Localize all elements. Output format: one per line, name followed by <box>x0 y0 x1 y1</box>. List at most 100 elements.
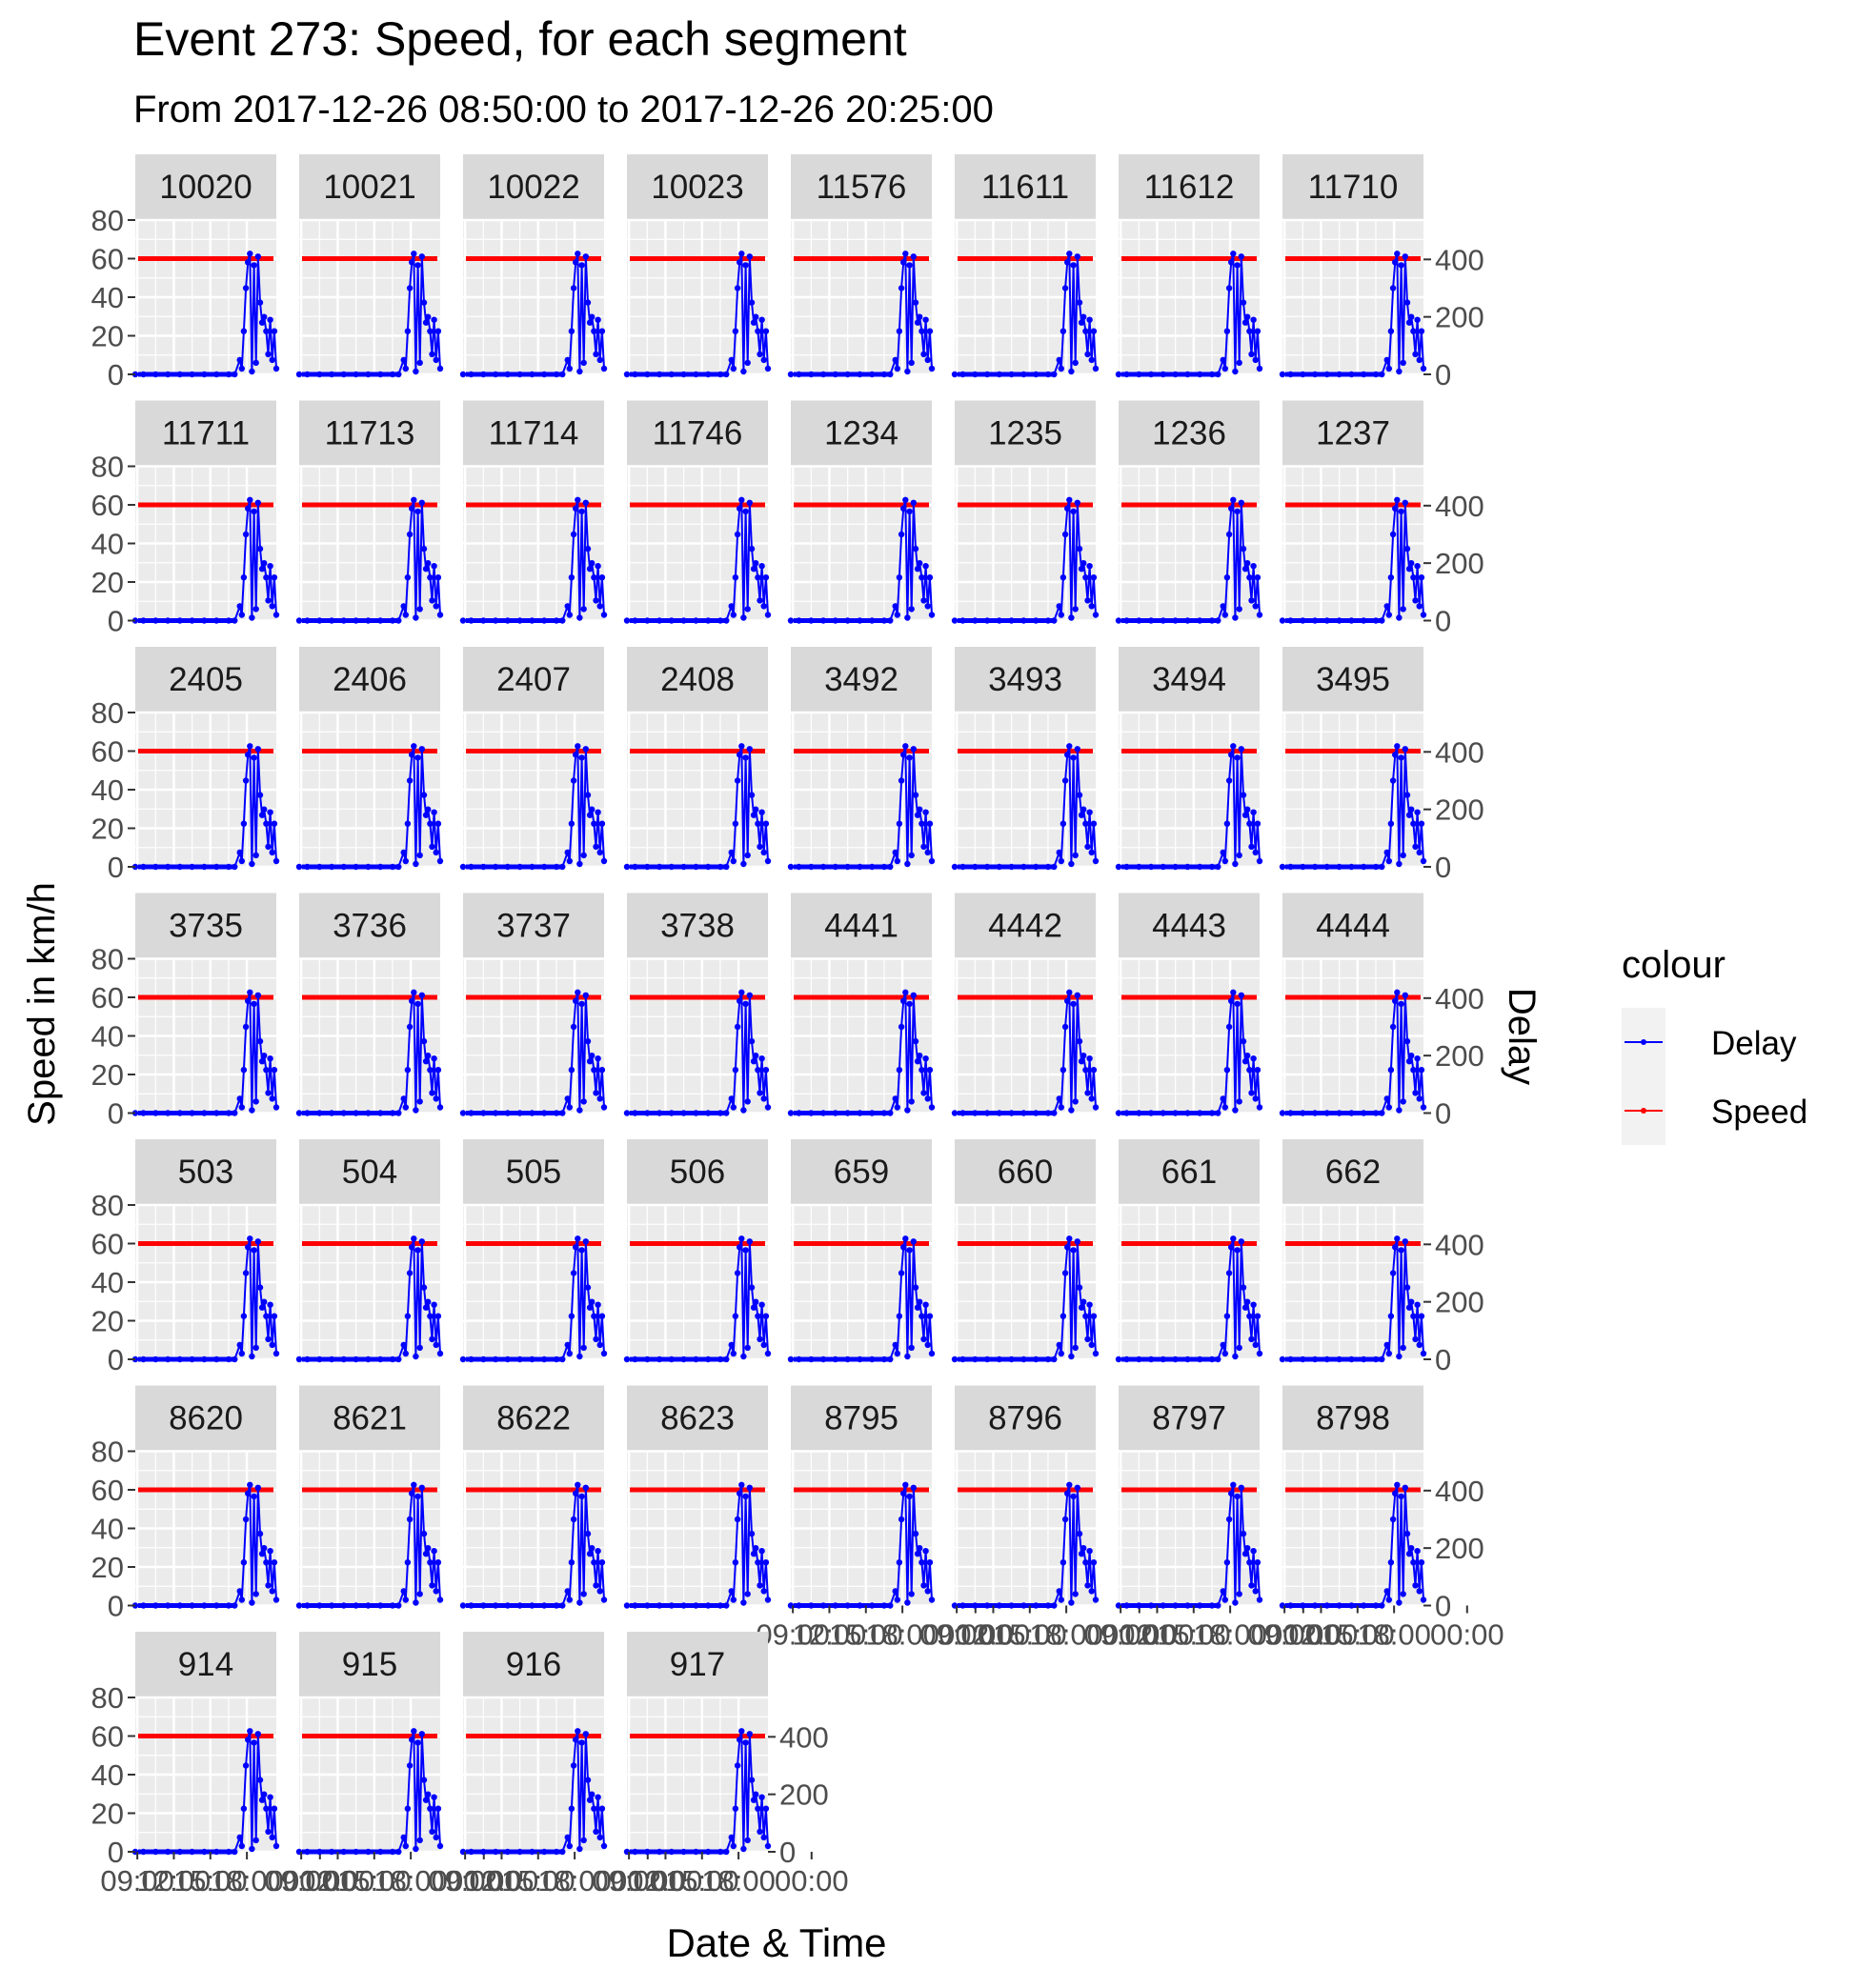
delay-point <box>1082 820 1089 827</box>
delay-point <box>705 1602 712 1609</box>
delay-point <box>566 1104 573 1111</box>
delay-point <box>425 1791 432 1797</box>
delay-point <box>295 617 303 624</box>
delay-point <box>906 1247 913 1254</box>
delay-point <box>1220 1095 1226 1102</box>
delay-point <box>418 746 425 753</box>
delay-point <box>1221 365 1229 372</box>
delay-point <box>1172 371 1179 378</box>
delay-point <box>416 1837 423 1844</box>
delay-point <box>1372 1110 1380 1116</box>
y-left-tick-label: 20 <box>91 1058 124 1092</box>
facet-504: 504 <box>295 1139 486 1363</box>
delay-point <box>728 1341 735 1349</box>
delay-point <box>753 1791 759 1797</box>
delay-point <box>582 1484 589 1492</box>
delay-point <box>1361 617 1367 624</box>
delay-point <box>436 1596 444 1603</box>
delay-point <box>869 863 876 871</box>
delay-point <box>1392 1244 1399 1251</box>
delay-point <box>201 617 208 624</box>
delay-point <box>693 1848 699 1856</box>
delay-point <box>256 545 264 552</box>
delay-point <box>1044 617 1052 624</box>
delay-point <box>176 371 183 378</box>
delay-point <box>1072 1344 1079 1352</box>
delay-point <box>242 285 250 291</box>
delay-point <box>238 857 245 865</box>
delay-point <box>1088 849 1095 856</box>
delay-point <box>732 1313 739 1319</box>
delay-point <box>912 545 919 552</box>
delay-point <box>425 1298 432 1305</box>
facet-strip-label: 505 <box>506 1154 561 1191</box>
facet-strip-label: 4441 <box>824 908 898 945</box>
delay-point <box>983 1602 991 1609</box>
delay-point <box>304 1848 311 1856</box>
delay-point <box>1402 992 1409 999</box>
delay-point <box>1279 863 1286 871</box>
facet-strip-label: 11713 <box>325 415 415 452</box>
delay-point <box>414 754 421 761</box>
delay-point <box>586 1551 594 1557</box>
delay-point <box>568 1313 575 1319</box>
delay-point <box>753 1545 759 1552</box>
delay-point <box>201 371 208 378</box>
facet-strip <box>1282 1385 1423 1452</box>
delay-point <box>1402 499 1409 506</box>
delay-point <box>730 1596 737 1603</box>
delay-point <box>1033 863 1040 871</box>
delay-point <box>164 1110 172 1116</box>
facet-3736: 3736 <box>295 893 486 1116</box>
y-right-tick-label: 200 <box>1435 1039 1484 1073</box>
delay-point <box>468 1602 474 1609</box>
delay-point <box>406 777 414 784</box>
delay-point <box>598 1559 606 1566</box>
delay-point <box>140 371 147 378</box>
delay-point <box>389 1848 396 1856</box>
delay-point <box>1240 299 1247 306</box>
delay-point <box>242 1762 250 1769</box>
facet-strip <box>627 893 768 959</box>
delay-point <box>972 1602 979 1609</box>
delay-point <box>1408 313 1415 320</box>
y-left-tick-label: 80 <box>91 204 124 237</box>
delay-point <box>623 1110 631 1116</box>
x-tick-label: 12:00 <box>137 1864 212 1898</box>
delay-point <box>411 1481 417 1489</box>
delay-point <box>758 1301 765 1308</box>
delay-point <box>1060 1313 1067 1319</box>
delay-point <box>1396 614 1403 621</box>
facet-strip-label: 1235 <box>988 415 1062 452</box>
delay-point <box>1394 251 1401 257</box>
delay-point <box>152 1848 159 1856</box>
delay-point <box>411 989 417 996</box>
delay-point <box>1238 1238 1245 1245</box>
delay-point <box>1402 1484 1409 1492</box>
x-tick-label: 15:00 <box>337 1864 412 1898</box>
delay-point <box>1403 792 1411 798</box>
x-tick-label: 12:00 <box>1120 1618 1195 1652</box>
delay-point <box>1387 574 1395 581</box>
delay-point <box>951 863 959 871</box>
delay-point <box>265 597 272 604</box>
delay-point <box>411 1235 417 1242</box>
delay-point <box>928 1596 936 1603</box>
delay-point <box>568 820 575 827</box>
delay-point <box>1208 863 1216 871</box>
delay-point <box>252 606 259 612</box>
delay-point <box>623 617 631 624</box>
delay-point <box>578 508 585 515</box>
delay-point <box>353 1848 359 1856</box>
delay-point <box>1418 1313 1425 1319</box>
facet-strip-label: 503 <box>178 1154 233 1191</box>
delay-point <box>1056 1588 1062 1595</box>
delay-point <box>1221 1350 1229 1357</box>
facet-strip <box>299 893 440 959</box>
delay-point <box>213 617 220 624</box>
delay-point <box>1230 1481 1237 1489</box>
delay-point <box>504 863 511 871</box>
delay-point <box>959 617 966 624</box>
delay-point <box>238 1596 245 1603</box>
